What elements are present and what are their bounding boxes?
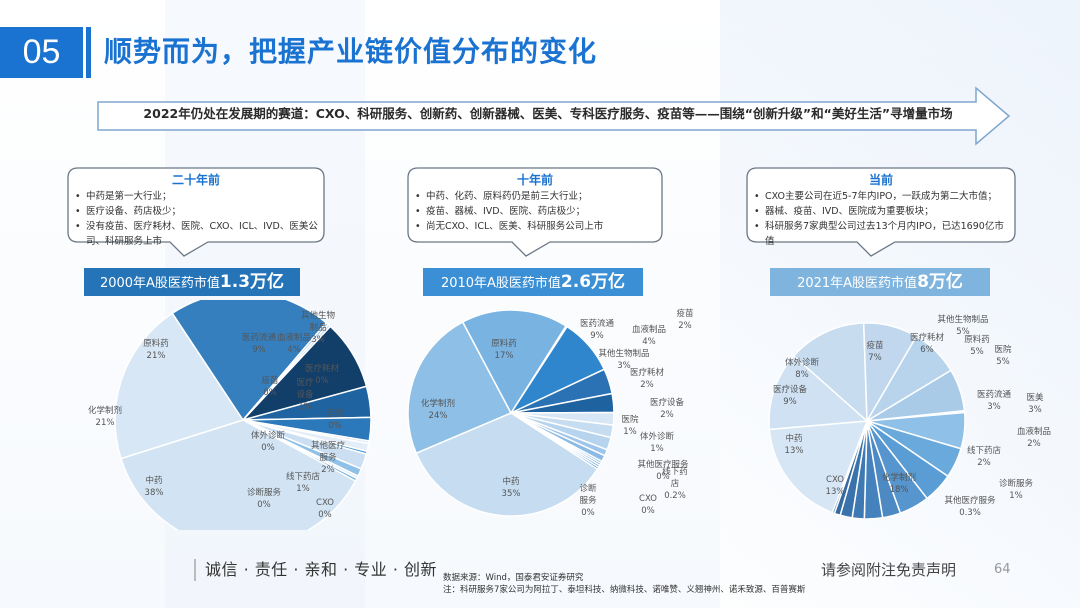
pie-label: 中药 13%	[784, 434, 804, 456]
pie-label: 诊断服务 1%	[998, 479, 1033, 501]
callout-bullet: CXO主要公司在近5-7年内IPO，一跃成为第二大市值；	[753, 189, 1009, 204]
pie-label: 其他生物制品 3%	[598, 349, 650, 371]
pie-slice	[171, 300, 328, 422]
market-value-amount: 1.3万亿	[219, 272, 285, 292]
disclaimer-text: 请参阅附注免责声明	[821, 561, 957, 579]
market-value-prefix: 2000年A股医药市值	[99, 276, 220, 291]
callout-bullet: 科研服务7家典型公司过去13个月内IPO，已达1690亿市值	[753, 219, 1009, 249]
callout-bullet: 尚无CXO、ICL、医美、科研服务公司上市	[414, 219, 656, 234]
pie-slice	[768, 420, 869, 514]
market-value-prefix: 2021年A股医药市值	[797, 276, 918, 291]
pie-label: 疫苗 0%	[261, 376, 279, 398]
callout-bullet: 疫苗、器械、IVD、医院、药店极少；	[414, 204, 656, 219]
section-number: 05	[0, 27, 83, 78]
pie-chart-2010: 医药流通 9% 血液制品 4% 其他生物制品 3% 疫苗 2% 医疗耗材 2% 医疗设备 …	[400, 300, 730, 530]
market-value-bar-2021: 2021年A股医药市值8万亿	[770, 268, 990, 296]
pie-slice	[866, 369, 966, 422]
pie-label: 诊断 服务 0%	[579, 484, 597, 518]
pie-label: 中药 38%	[144, 476, 164, 498]
pie-slice	[461, 309, 568, 415]
pie-label: 医药流通 9%	[579, 319, 614, 341]
callout-bullet: 医疗设备、药店极少；	[74, 204, 318, 219]
callout-twenty-years-ago: 二十年前 中药是第一大行业； 医疗设备、药店极少； 没有疫苗、医疗耗材、医院、C…	[66, 166, 326, 258]
pie-slice	[792, 322, 868, 423]
banner-text: 2022年仍处在发展期的赛道：CXO、科研服务、创新药、创新器械、医美、专科医疗…	[143, 106, 953, 121]
callout-bullet: 没有疫苗、医疗耗材、医院、CXO、ICL、IVD、医美公司、科研服务上市	[74, 219, 318, 249]
pie-label: 化学制剂 21%	[87, 406, 122, 428]
pie-slice	[114, 312, 245, 460]
pie-label: 血液制品 4%	[631, 325, 666, 347]
pie-label: 血液制品 4%	[276, 333, 311, 355]
callout-ten-years-ago: 十年前 中药、化药、原料药仍是前三大行业； 疫苗、器械、IVD、医院、药店极少；…	[406, 166, 664, 258]
callout-current: 当前 CXO主要公司在近5-7年内IPO，一跃成为第二大市值； 器械、疫苗、IV…	[745, 166, 1017, 258]
callout-bullet: 器械、疫苗、IVD、医院成为重要板块；	[753, 204, 1009, 219]
pie-label: 线下药 店 0.2%	[662, 467, 688, 501]
pie-label: 医药流通 3%	[976, 390, 1011, 412]
pie-svg	[407, 309, 615, 517]
pie-slice	[120, 419, 357, 530]
market-value-amount: 2.6万亿	[560, 272, 626, 292]
section-divider	[86, 27, 91, 78]
page-number: 64	[994, 562, 1011, 577]
pie-label: 线下药店 2%	[966, 446, 1001, 468]
market-value-bar-2010: 2010年A股医药市值2.6万亿	[423, 268, 643, 296]
pie-label: 疫苗 7%	[866, 341, 884, 363]
pie-chart-2000: 医药流通 9% 血液制品 4% 其他生物 制品 3% 医疗耗材 0% 医疗 设备 1% 医…	[60, 300, 380, 530]
pie-slice	[768, 354, 869, 431]
note-line: 注：科研服务7家公司为阿拉丁、泰坦科技、纳微科技、诺唯赞、义翘神州、诺禾致源、百…	[443, 585, 806, 595]
data-source: 数据来源：Wind，国泰君安证券研究 注：科研服务7家公司为阿拉丁、泰坦科技、纳…	[443, 572, 805, 596]
pie-label: 医疗 设备 1%	[296, 378, 314, 412]
market-value-amount: 8万亿	[917, 272, 963, 292]
pie-label: 其他医疗服务 0%	[637, 460, 689, 482]
banner-arrow-icon	[97, 86, 1011, 146]
market-value-bar-2000: 2000年A股医药市值1.3万亿	[84, 268, 300, 296]
callout-heading: 当前	[868, 173, 893, 187]
pie-label: 其他生物制品 5%	[937, 315, 989, 337]
pie-label: 其他医疗 服务 2%	[310, 441, 345, 475]
callout-bullet: 中药、化药、原料药仍是前三大行业；	[414, 189, 656, 204]
pie-label: 医疗设备 2%	[649, 398, 684, 420]
pie-label: 其他生物 制品 3%	[300, 311, 335, 345]
pie-label: 医院 1%	[621, 415, 639, 437]
pie-label: 原料药 5%	[964, 335, 990, 357]
pie-label: 体外诊断 8%	[784, 358, 819, 380]
callout-heading: 二十年前	[171, 173, 220, 187]
pie-label: 医院 5%	[994, 345, 1012, 367]
pie-chart-2021: 医疗耗材 6% 其他生物制品 5% 原料药 5% 医院 5% 医药流通 3% 医美 3% 血…	[750, 300, 1070, 530]
pie-label: 血液制品 2%	[1016, 427, 1051, 449]
page-title: 顺势而为，把握产业链价值分布的变化	[104, 35, 598, 68]
pie-label: 医药流通 9%	[241, 333, 276, 355]
pie-label: 线下药店 1%	[285, 472, 320, 494]
pie-slice	[407, 320, 513, 455]
footer-divider	[194, 559, 196, 581]
pie-label: 化学制剂 18%	[881, 473, 916, 495]
pie-slice	[415, 412, 599, 517]
pie-label: 医疗耗材 6%	[909, 333, 944, 355]
pie-svg	[768, 322, 966, 520]
pie-label: 中药 35%	[501, 477, 521, 499]
pie-label: 疫苗 2%	[676, 309, 694, 331]
pie-label: 原料药 21%	[143, 339, 169, 361]
callout-heading: 十年前	[516, 173, 553, 187]
pie-label: 医疗设备 9%	[772, 385, 807, 407]
pie-slice	[242, 323, 332, 421]
pie-label: 医美 3%	[1026, 393, 1044, 415]
pie-label: 体外诊断 1%	[639, 432, 674, 454]
callout-bullet: 中药是第一大行业；	[74, 189, 318, 204]
pie-label: 原料药 17%	[491, 339, 517, 361]
pie-label: 医院 0%	[326, 409, 344, 431]
pie-label: 体外诊断 0%	[250, 431, 285, 453]
pie-label: 医疗耗材 0%	[304, 364, 339, 386]
pie-label: CXO 0%	[316, 498, 334, 520]
pie-label: CXO 0%	[639, 494, 657, 516]
source-line: 数据来源：Wind，国泰君安证券研究	[443, 573, 584, 583]
pie-label: 化学制剂 24%	[420, 399, 455, 421]
pie-label: 医疗耗材 2%	[629, 368, 664, 390]
pie-label: 其他医疗服务 0.3%	[944, 496, 996, 518]
pie-label: CXO 13%	[825, 475, 845, 497]
pie-label: 诊断服务 0%	[246, 488, 281, 510]
market-value-prefix: 2010年A股医药市值	[440, 276, 561, 291]
company-slogan: 诚信 · 责任 · 亲和 · 专业 · 创新	[205, 560, 438, 579]
pie-svg	[114, 300, 372, 530]
